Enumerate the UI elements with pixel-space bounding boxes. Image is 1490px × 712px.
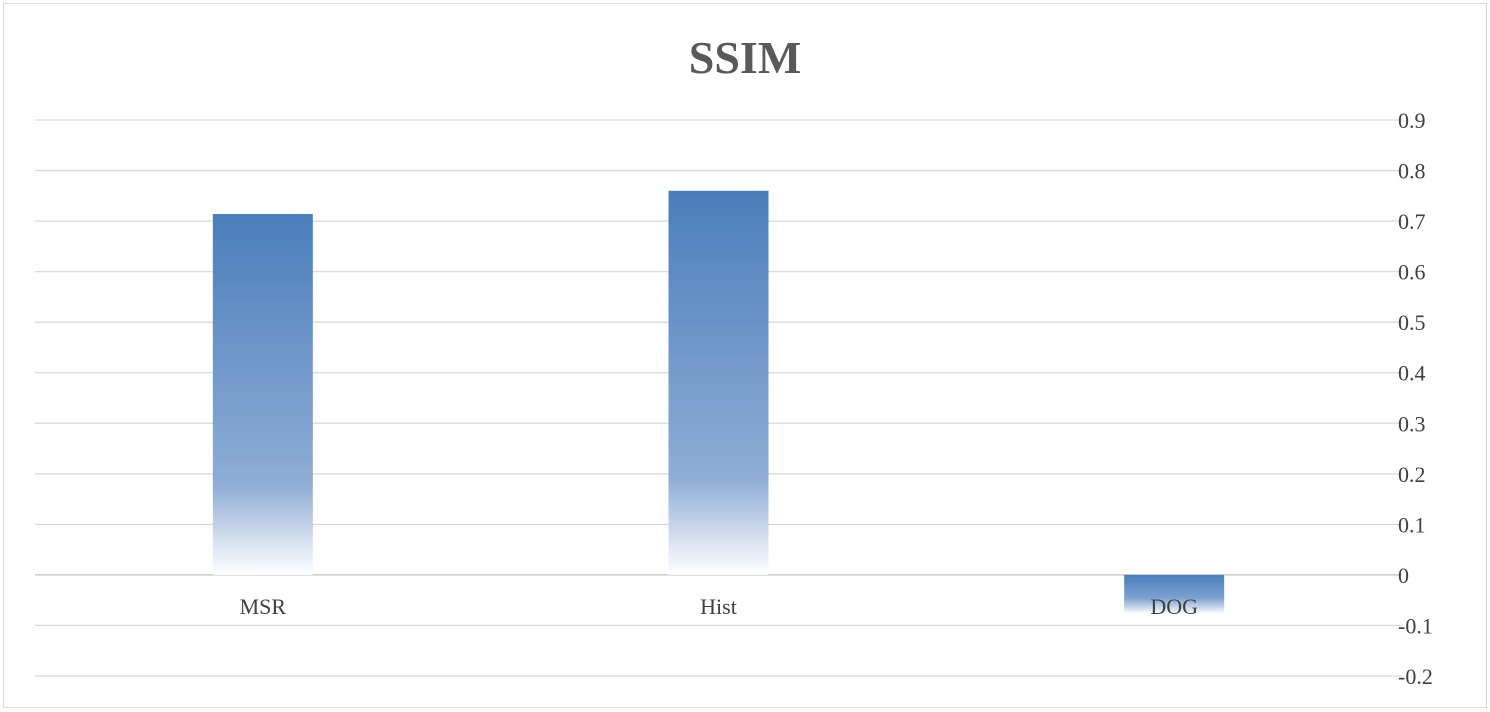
y-tick-label: 0 — [1398, 563, 1409, 588]
y-tick-label: 0.5 — [1398, 310, 1426, 335]
y-tick-label: 0.2 — [1398, 462, 1426, 487]
x-category-label: DOG — [1150, 594, 1198, 619]
labels: 0.9 0.8 0.7 0.6 0.5 0.4 0.3 0.2 0.1 0 -0.1 -0.2 MSR H… — [240, 108, 1433, 689]
x-category-label: MSR — [240, 594, 287, 619]
y-tick-label: 0.8 — [1398, 159, 1426, 184]
y-tick-label: -0.1 — [1398, 613, 1433, 638]
x-category-label: Hist — [700, 594, 737, 619]
bar-msr — [212, 214, 313, 575]
y-tick-label: -0.2 — [1398, 664, 1433, 689]
chart-title: SSIM — [689, 32, 801, 83]
y-tick-label: 0.6 — [1398, 260, 1426, 285]
y-tick-label: 0.4 — [1398, 361, 1426, 386]
bar-hist — [668, 190, 769, 575]
y-tick-label: 0.7 — [1398, 209, 1426, 234]
y-tick-label: 0.3 — [1398, 411, 1426, 436]
y-tick-label: 0.9 — [1398, 108, 1426, 133]
bars — [212, 190, 1225, 614]
y-tick-label: 0.1 — [1398, 512, 1426, 537]
bar-dog — [1124, 574, 1225, 614]
